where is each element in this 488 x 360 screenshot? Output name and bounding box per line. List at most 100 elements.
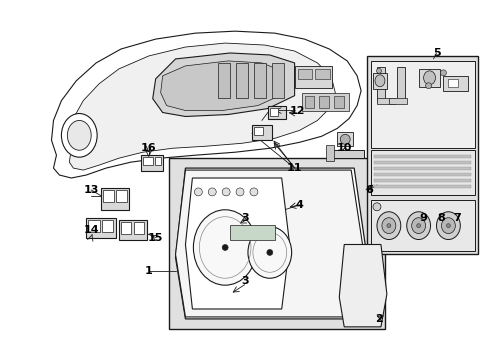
Ellipse shape [374,75,384,87]
Ellipse shape [381,218,395,234]
Ellipse shape [266,249,272,255]
Ellipse shape [416,224,420,228]
Bar [294,66,332,88]
Bar [447,79,457,87]
Text: 15: 15 [148,233,163,243]
Ellipse shape [247,227,291,278]
Bar [373,155,470,158]
Bar [370,150,474,195]
Text: 2: 2 [374,314,382,324]
Polygon shape [175,168,366,319]
Text: 14: 14 [83,225,99,235]
Bar [251,125,271,140]
Bar [271,63,283,98]
Ellipse shape [423,71,435,85]
Bar [373,173,470,176]
Polygon shape [51,31,360,178]
Bar [88,220,100,231]
Bar [101,188,129,210]
Text: 8: 8 [437,213,445,223]
Ellipse shape [386,224,390,228]
Bar [86,218,116,238]
Ellipse shape [340,134,349,144]
Bar [267,105,285,120]
Bar [304,96,314,108]
Ellipse shape [194,188,202,196]
Text: 10: 10 [336,143,351,153]
Bar [325,145,334,161]
Bar [134,222,143,234]
Text: 3: 3 [241,276,248,286]
Ellipse shape [425,83,431,89]
Bar [328,150,364,158]
Bar [103,190,114,202]
Ellipse shape [436,212,459,239]
Bar [315,69,330,79]
Polygon shape [339,244,386,327]
Bar [142,157,152,165]
Bar [236,63,247,98]
Bar [102,220,113,231]
Bar [443,76,468,91]
Text: 4: 4 [295,200,303,210]
Bar [319,96,328,108]
Bar [370,200,474,251]
Ellipse shape [372,203,380,211]
Text: 1: 1 [144,266,152,276]
Bar [218,63,230,98]
Text: 16: 16 [141,143,156,153]
Ellipse shape [61,113,97,157]
Ellipse shape [376,212,400,239]
Ellipse shape [411,218,425,234]
Ellipse shape [236,188,244,196]
Text: 9: 9 [419,213,427,223]
Bar [376,98,394,104]
Bar [119,220,146,239]
Bar [418,69,440,87]
Bar [141,155,163,171]
Polygon shape [152,53,294,117]
Polygon shape [69,43,335,170]
Text: 13: 13 [83,185,99,195]
Bar [269,108,277,116]
Ellipse shape [376,68,381,73]
Bar [373,167,470,170]
Bar [301,93,348,111]
Ellipse shape [406,212,429,239]
Bar [230,225,274,239]
Text: 12: 12 [289,105,305,116]
Bar [116,190,127,202]
Bar [154,157,161,165]
Text: 11: 11 [286,163,302,173]
Ellipse shape [222,244,228,251]
Ellipse shape [440,70,446,76]
Text: 7: 7 [452,213,460,223]
Bar [253,63,265,98]
Ellipse shape [446,224,449,228]
Bar [376,67,384,102]
Ellipse shape [67,121,91,150]
Bar [373,185,470,188]
Bar [373,179,470,182]
Bar [297,69,312,79]
Bar [388,98,406,104]
Bar [334,96,344,108]
Ellipse shape [249,188,257,196]
Text: 3: 3 [241,213,248,223]
Polygon shape [161,61,281,111]
Polygon shape [185,178,289,309]
Text: 6: 6 [365,185,372,195]
Bar [168,158,384,329]
Ellipse shape [441,218,454,234]
Bar [370,61,474,148]
Ellipse shape [222,188,230,196]
Bar [337,132,352,146]
Bar [121,222,131,234]
Bar [372,73,386,89]
Polygon shape [175,170,364,317]
Bar [373,161,470,164]
Bar [253,127,263,135]
Ellipse shape [193,210,256,285]
Bar [396,67,404,102]
Ellipse shape [208,188,216,196]
